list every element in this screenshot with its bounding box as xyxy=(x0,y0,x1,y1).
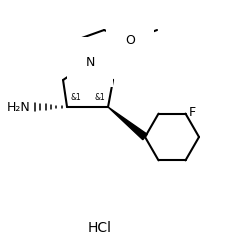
Text: N: N xyxy=(85,56,95,68)
Text: F: F xyxy=(188,106,196,119)
Text: H₂N: H₂N xyxy=(6,100,30,114)
Text: &1: &1 xyxy=(70,93,81,102)
Polygon shape xyxy=(108,107,147,140)
Text: O: O xyxy=(125,34,135,46)
Text: HCl: HCl xyxy=(88,221,112,235)
Text: &1: &1 xyxy=(94,93,105,102)
